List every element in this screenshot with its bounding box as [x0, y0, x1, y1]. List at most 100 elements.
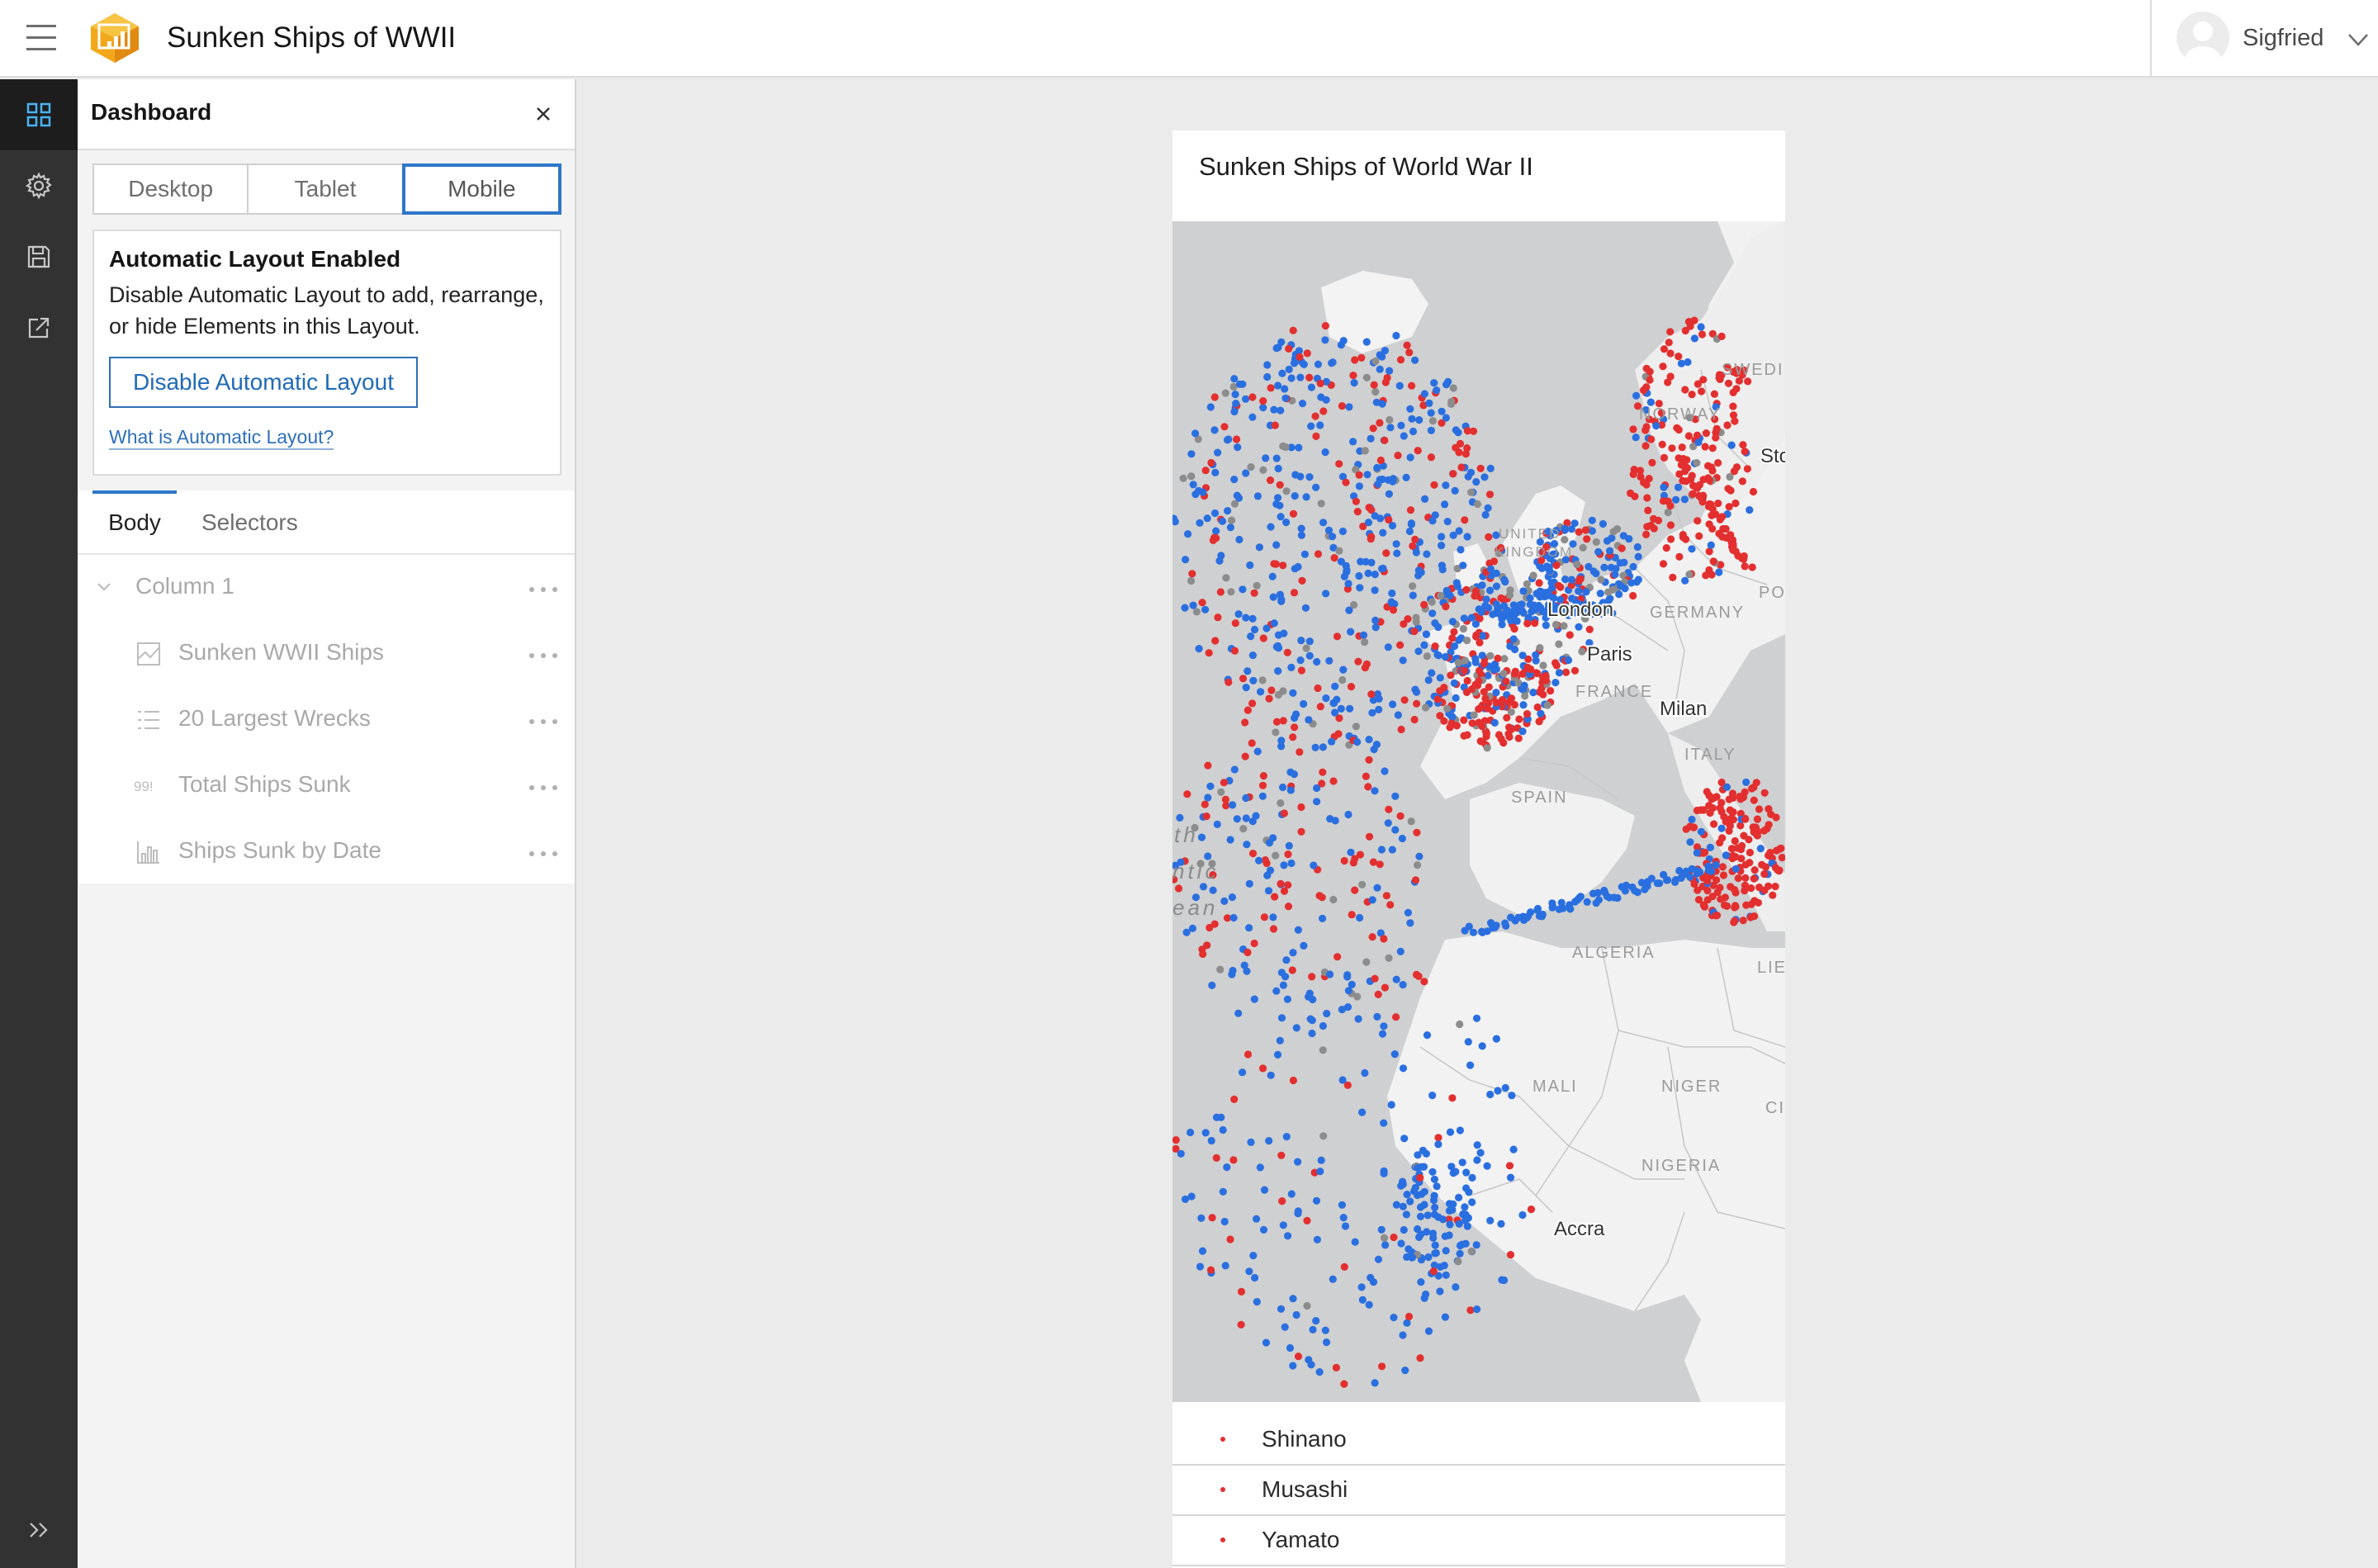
- ship-point[interactable]: [1373, 690, 1382, 699]
- ship-point[interactable]: [1476, 464, 1485, 472]
- ship-point[interactable]: [1542, 676, 1551, 685]
- ship-point[interactable]: [1519, 701, 1528, 709]
- ship-point[interactable]: [1376, 860, 1384, 869]
- ship-point[interactable]: [1535, 718, 1543, 726]
- ship-point[interactable]: [1529, 689, 1537, 697]
- ship-point[interactable]: [1510, 700, 1518, 709]
- ship-point[interactable]: [1369, 1278, 1378, 1286]
- ship-point[interactable]: [1657, 421, 1666, 429]
- ship-point[interactable]: [1287, 1190, 1296, 1198]
- ship-point[interactable]: [1262, 859, 1271, 868]
- ship-point[interactable]: [1708, 571, 1716, 579]
- ship-point[interactable]: [1561, 524, 1569, 533]
- ship-point[interactable]: [1716, 803, 1724, 812]
- ship-point[interactable]: [1248, 817, 1257, 826]
- ship-point[interactable]: [1414, 647, 1423, 656]
- ship-point[interactable]: [1575, 577, 1583, 585]
- ship-point[interactable]: [1285, 841, 1293, 850]
- ship-point[interactable]: [1253, 492, 1262, 500]
- ship-point[interactable]: [1769, 891, 1777, 899]
- ship-point[interactable]: [1268, 572, 1277, 580]
- ship-point[interactable]: [1246, 561, 1254, 570]
- ship-point[interactable]: [1318, 893, 1326, 902]
- ship-point[interactable]: [1179, 474, 1187, 482]
- ship-point[interactable]: [1486, 651, 1495, 660]
- ship-point[interactable]: [1461, 1239, 1470, 1248]
- ship-point[interactable]: [1396, 812, 1405, 820]
- ship-point[interactable]: [1459, 561, 1467, 570]
- ship-point[interactable]: [1466, 468, 1476, 476]
- ship-point[interactable]: [1712, 912, 1722, 920]
- ship-point[interactable]: [1276, 590, 1284, 599]
- ship-point[interactable]: [1319, 1021, 1327, 1030]
- ship-point[interactable]: [1307, 383, 1315, 391]
- ship-point[interactable]: [1228, 893, 1236, 902]
- ship-point[interactable]: [1414, 861, 1422, 869]
- ship-point[interactable]: [1438, 419, 1446, 427]
- ship-point[interactable]: [1570, 666, 1580, 675]
- ship-point[interactable]: [1386, 415, 1394, 424]
- ship-point[interactable]: [1666, 328, 1675, 336]
- ship-point[interactable]: [1712, 876, 1721, 884]
- ship-point[interactable]: [1199, 883, 1208, 891]
- ship-point[interactable]: [1476, 638, 1484, 647]
- ship-point[interactable]: [1750, 783, 1758, 792]
- ship-point[interactable]: [1260, 913, 1268, 921]
- ship-point[interactable]: [1316, 421, 1324, 429]
- more-options-icon[interactable]: [528, 784, 558, 791]
- ship-point[interactable]: [1259, 466, 1267, 474]
- ship-point[interactable]: [1442, 414, 1450, 422]
- ship-point[interactable]: [1680, 495, 1689, 504]
- ship-point[interactable]: [1486, 464, 1495, 472]
- ship-point[interactable]: [1742, 901, 1750, 909]
- ship-point[interactable]: [1279, 783, 1287, 792]
- ship-point[interactable]: [1490, 718, 1499, 727]
- ship-point[interactable]: [1750, 874, 1758, 883]
- ship-point[interactable]: [1443, 704, 1452, 713]
- ship-point[interactable]: [1176, 813, 1184, 822]
- ship-point[interactable]: [1284, 902, 1293, 911]
- ship-point[interactable]: [1693, 886, 1702, 894]
- ship-point[interactable]: [1736, 809, 1745, 818]
- ship-point[interactable]: [1727, 845, 1736, 853]
- ship-point[interactable]: [1187, 1128, 1195, 1137]
- ship-point[interactable]: [1216, 588, 1225, 596]
- ship-point[interactable]: [1259, 1225, 1268, 1234]
- ship-point[interactable]: [1354, 657, 1362, 666]
- ship-point[interactable]: [1187, 576, 1196, 585]
- ship-point[interactable]: [1351, 356, 1359, 364]
- ship-point[interactable]: [1242, 793, 1250, 803]
- ship-point[interactable]: [1682, 867, 1690, 875]
- ship-point[interactable]: [1374, 1255, 1383, 1263]
- ship-point[interactable]: [1212, 534, 1220, 542]
- ship-point[interactable]: [1300, 550, 1309, 558]
- ship-point[interactable]: [1289, 1076, 1297, 1085]
- ship-point[interactable]: [1414, 972, 1423, 980]
- ship-point[interactable]: [1491, 923, 1499, 931]
- ship-point[interactable]: [1400, 620, 1408, 628]
- ship-point[interactable]: [1472, 631, 1480, 639]
- ship-point[interactable]: [1361, 638, 1369, 647]
- ship-point[interactable]: [1319, 1132, 1328, 1140]
- ship-point[interactable]: [1678, 443, 1686, 452]
- ship-point[interactable]: [1414, 1225, 1422, 1234]
- ship-point[interactable]: [1210, 426, 1219, 434]
- ship-point[interactable]: [1223, 1163, 1231, 1172]
- ship-point[interactable]: [1391, 826, 1400, 834]
- ship-point[interactable]: [1329, 543, 1338, 552]
- ship-point[interactable]: [1457, 546, 1465, 554]
- ship-point[interactable]: [1448, 1094, 1457, 1102]
- ship-point[interactable]: [1712, 403, 1720, 411]
- ship-point[interactable]: [1239, 380, 1247, 388]
- ship-point[interactable]: [1347, 683, 1356, 691]
- ship-point[interactable]: [1229, 382, 1238, 391]
- ship-point[interactable]: [1230, 765, 1239, 774]
- ship-point[interactable]: [1411, 876, 1420, 884]
- ship-point[interactable]: [1248, 850, 1258, 858]
- ship-point[interactable]: [1329, 533, 1337, 541]
- ship-point[interactable]: [1235, 535, 1243, 544]
- ship-point[interactable]: [1722, 902, 1731, 910]
- ship-point[interactable]: [1414, 447, 1422, 455]
- ship-point[interactable]: [1731, 903, 1739, 912]
- ship-point[interactable]: [1731, 547, 1740, 556]
